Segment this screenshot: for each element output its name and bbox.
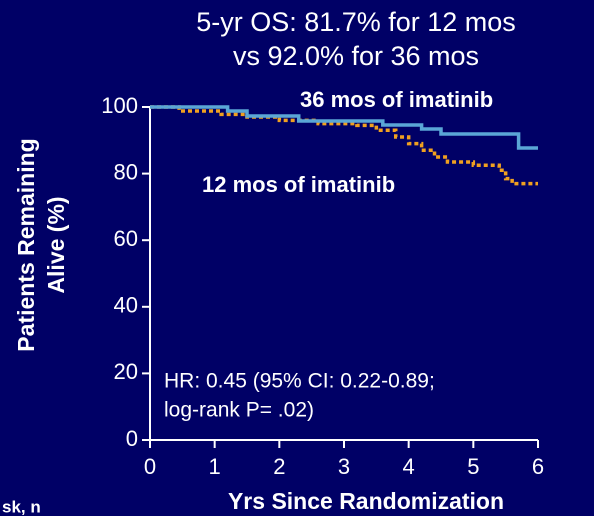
x-tick-label: 1 [209,454,221,479]
y-tick-label: 60 [114,226,138,251]
annotation: log-rank P= .02) [164,399,314,422]
x-tick-label: 3 [338,454,350,479]
annotation: 12 mos of imatinib [202,172,395,197]
annotation: sk, n [2,497,41,516]
chart-title: vs 92.0% for 36 mos [233,41,479,71]
annotation: HR: 0.45 (95% CI: 0.22-0.89; [164,370,435,393]
x-axis-label: Yrs Since Randomization [228,488,504,514]
y-tick-label: 0 [126,426,138,451]
x-tick-label: 2 [273,454,285,479]
y-tick-label: 40 [114,293,138,318]
y-tick-label: 100 [101,93,138,118]
y-tick-label: 80 [114,159,138,184]
x-tick-label: 6 [532,454,544,479]
chart-title: 5-yr OS: 81.7% for 12 mos [196,7,516,37]
x-tick-label: 0 [144,454,156,479]
x-tick-label: 5 [467,454,479,479]
annotation: 36 mos of imatinib [300,87,493,112]
y-tick-label: 20 [114,359,138,384]
y-axis-label: Alive (%) [43,196,69,293]
y-axis-label: Patients Remaining [13,138,39,351]
survival-curve [150,105,538,150]
x-tick-label: 4 [403,454,415,479]
